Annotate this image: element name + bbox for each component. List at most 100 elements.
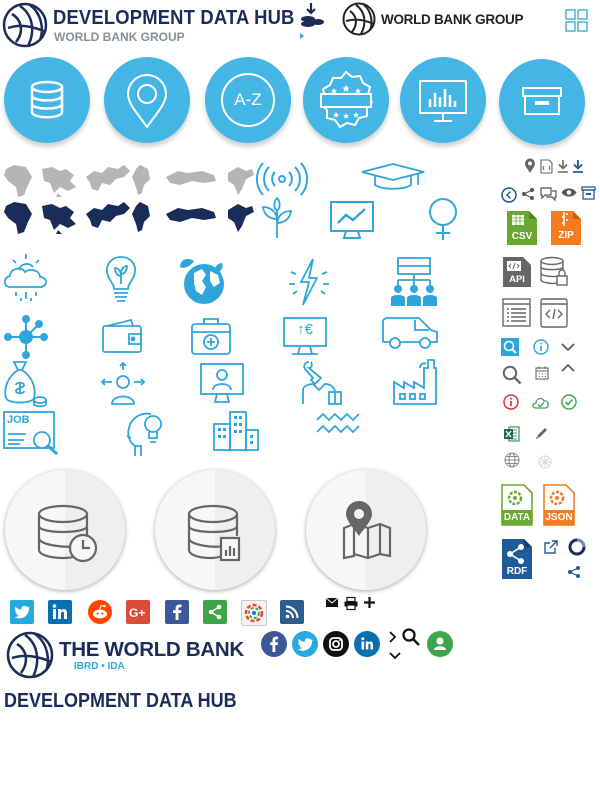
female-symbol-icon [429, 198, 457, 240]
json-label: JSON [545, 512, 573, 523]
facebook-share-button[interactable] [165, 600, 189, 624]
json-file-icon[interactable]: JSON [543, 484, 575, 526]
grid-squares-icon[interactable] [565, 9, 589, 33]
geospatial-circle[interactable] [306, 470, 426, 590]
reddit-share-button[interactable] [88, 600, 112, 624]
google-plus-share-button[interactable]: G+ [126, 600, 150, 624]
chevron-right-icon[interactable] [299, 32, 305, 40]
facebook-circle-icon[interactable] [261, 631, 287, 657]
download-icon[interactable] [557, 159, 569, 173]
job-badge-label: JOB [7, 414, 30, 426]
circle-location[interactable] [104, 57, 190, 143]
medical-kit-icon [191, 318, 231, 355]
map-pin-icon [342, 470, 426, 590]
circle-dashboard[interactable] [400, 57, 486, 143]
linkedin-circle-icon[interactable] [354, 631, 380, 657]
data-label: DATA [503, 512, 531, 523]
sharethis-button[interactable] [241, 600, 267, 626]
plus-icon[interactable] [364, 597, 375, 608]
database-icon [30, 80, 64, 119]
broadcast-icon [255, 162, 309, 196]
wbg-logo[interactable]: WORLD BANK GROUP [342, 2, 532, 38]
chevron-down-icon[interactable] [389, 652, 401, 660]
database-lock-icon[interactable] [539, 256, 569, 288]
linkedin-icon [52, 604, 67, 619]
share-small-icon[interactable] [521, 187, 535, 201]
microdata-circle[interactable] [155, 470, 275, 590]
search-square-icon[interactable] [501, 338, 519, 356]
external-link-icon[interactable] [544, 540, 558, 554]
twitter-share-button[interactable] [10, 600, 34, 624]
wb-logo-title: THE WORLD BANK [59, 638, 244, 661]
graduation-cap-icon [361, 163, 425, 190]
wbg-logo-text: WORLD BANK GROUP [381, 12, 524, 27]
search-icon[interactable] [402, 628, 420, 646]
location-pin-icon [126, 74, 168, 129]
cloud-check-icon[interactable] [532, 396, 550, 409]
zip-file-icon[interactable]: ZIP [549, 210, 583, 246]
data-file-icon[interactable]: DATA [501, 484, 533, 526]
comments-icon[interactable] [540, 186, 557, 202]
archive-box-icon[interactable] [581, 186, 596, 200]
badge-stars-icon [319, 70, 374, 129]
code-window-icon[interactable] [540, 298, 568, 328]
user-account-icon[interactable] [427, 631, 453, 657]
ddh-header-logo[interactable]: DEVELOPMENT DATA HUB WORLD BANK GROUP [2, 2, 294, 48]
back-circle-icon[interactable] [501, 187, 517, 203]
globe-icon[interactable] [504, 452, 520, 468]
monitor-line-chart-icon [330, 201, 374, 239]
wbg-globe-icon [342, 2, 376, 36]
api-label: API [509, 274, 525, 285]
eye-icon[interactable] [561, 187, 577, 198]
ring-logo-icon[interactable] [568, 538, 586, 556]
twitter-icon [14, 605, 30, 619]
rdf-file-icon[interactable]: RDF [501, 538, 533, 580]
linkedin-share-button[interactable] [48, 600, 72, 624]
instagram-circle-icon[interactable] [323, 631, 349, 657]
download-blue-icon[interactable] [572, 159, 584, 173]
globe-logo-icon [2, 2, 48, 48]
circle-featured[interactable] [303, 57, 389, 143]
job-search-icon: JOB [2, 410, 60, 456]
person-arrows-icon [100, 361, 146, 405]
water-waves-icon [316, 412, 360, 434]
rss-feed-button[interactable] [280, 600, 304, 624]
code-doc-icon[interactable] [540, 159, 553, 174]
share-nodes-icon [208, 604, 222, 620]
a-z-icon [221, 73, 275, 127]
facebook-icon [173, 604, 182, 620]
alert-circle-icon[interactable] [503, 394, 519, 410]
share-button[interactable] [203, 600, 227, 624]
csv-file-icon[interactable]: CSV [505, 210, 539, 246]
search-small-icon[interactable] [502, 365, 522, 385]
calendar-icon[interactable] [535, 366, 549, 380]
pencil-icon[interactable] [535, 426, 549, 440]
twitter-circle-icon[interactable] [292, 631, 318, 657]
api-file-icon[interactable]: API [502, 256, 532, 288]
check-circle-icon[interactable] [561, 394, 577, 410]
chevron-down-icon[interactable] [561, 343, 575, 352]
pin-icon[interactable] [524, 158, 536, 173]
list-document-icon[interactable] [502, 298, 531, 327]
org-chart-icon [391, 257, 437, 306]
print-icon[interactable] [344, 596, 358, 611]
monitor-euro-icon: ↑€ [282, 316, 328, 358]
info-circle-icon[interactable] [533, 339, 549, 355]
historical-data-circle[interactable] [5, 470, 125, 590]
city-buildings-icon [213, 411, 259, 451]
circle-archive[interactable] [499, 59, 585, 145]
online-teacher-icon [200, 363, 244, 403]
head-idea-icon [126, 412, 162, 456]
email-icon[interactable] [325, 597, 339, 607]
euro-badge-label: ↑€ [297, 321, 313, 338]
a-z-label: A-Z [234, 90, 262, 109]
csv-label: CSV [511, 231, 533, 242]
chevron-up-icon[interactable] [561, 363, 575, 372]
circle-a-z[interactable]: A-Z [205, 57, 291, 143]
chevron-right-icon[interactable] [389, 631, 397, 643]
share-blue-icon[interactable] [567, 565, 581, 579]
excel-icon[interactable] [504, 426, 520, 442]
database-clock-icon [37, 470, 125, 590]
world-bank-logo[interactable]: THE WORLD BANK IBRD • IDA [6, 630, 252, 680]
circle-database[interactable] [4, 57, 90, 143]
